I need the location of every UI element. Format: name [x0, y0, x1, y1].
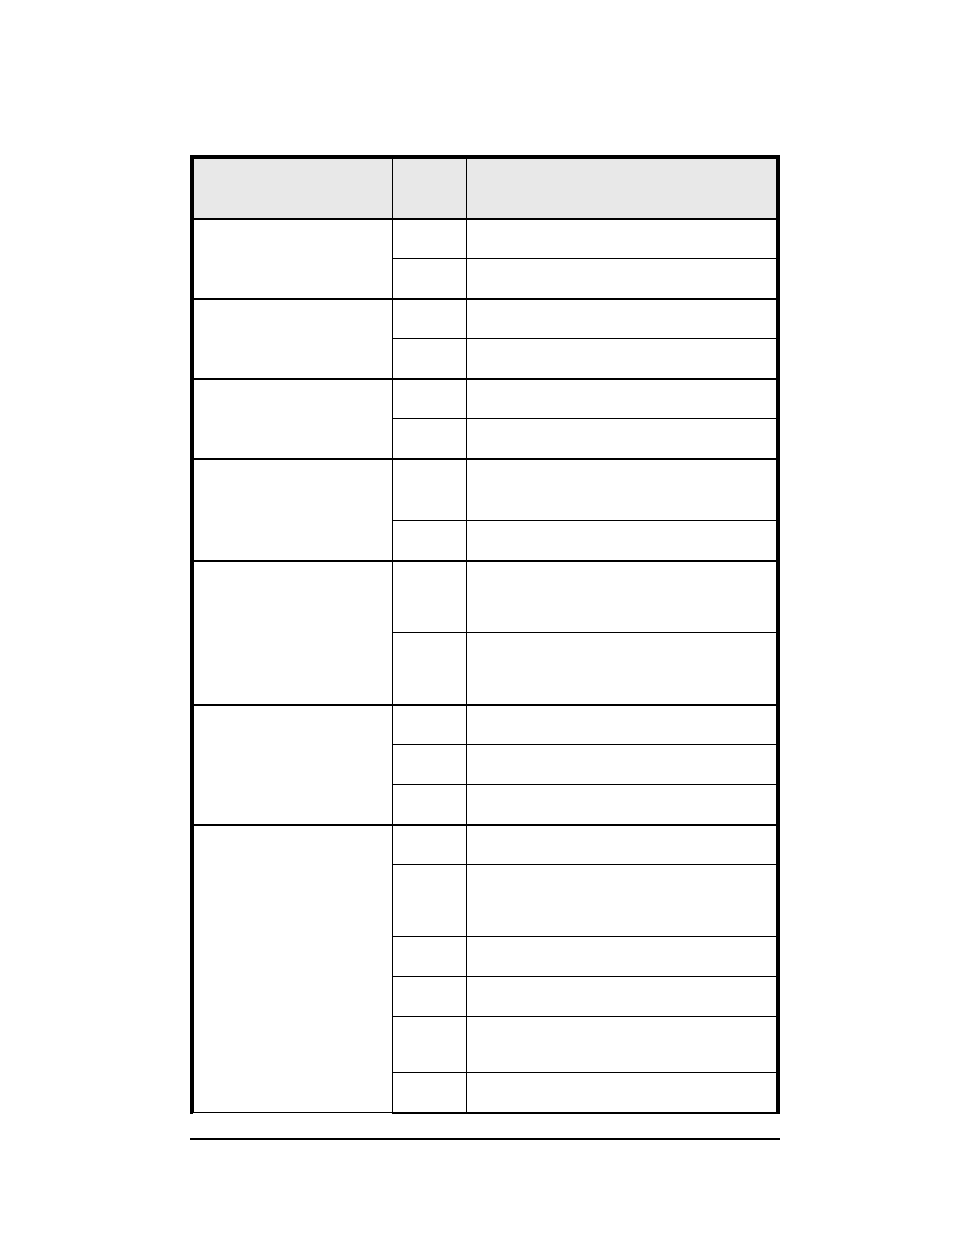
cell-c3 — [467, 521, 777, 561]
cell-c3 — [467, 339, 777, 379]
cell-c2 — [393, 299, 467, 339]
cell-c3 — [467, 865, 777, 937]
cell-c3 — [467, 825, 777, 865]
cell-c2 — [393, 937, 467, 977]
table-row — [194, 561, 777, 633]
cell-c3 — [467, 459, 777, 521]
cell-c3 — [467, 745, 777, 785]
group-cell — [194, 705, 393, 825]
table-row — [194, 459, 777, 521]
group-cell — [194, 299, 393, 379]
cell-c2 — [393, 745, 467, 785]
table-row — [194, 379, 777, 419]
cell-c3 — [467, 633, 777, 705]
cell-c2 — [393, 219, 467, 259]
group-cell — [194, 379, 393, 459]
cell-c2 — [393, 705, 467, 745]
cell-c2 — [393, 825, 467, 865]
cell-c2 — [393, 561, 467, 633]
cell-c2 — [393, 785, 467, 825]
cell-c3 — [467, 705, 777, 745]
cell-c2 — [393, 379, 467, 419]
group-cell — [194, 459, 393, 561]
cell-c2 — [393, 865, 467, 937]
cell-c2 — [393, 419, 467, 459]
cell-c2 — [393, 1017, 467, 1073]
cell-c3 — [467, 419, 777, 459]
cell-c2 — [393, 1073, 467, 1113]
cell-c2 — [393, 459, 467, 521]
table-row — [194, 705, 777, 745]
data-table — [193, 158, 777, 1114]
col-header-1 — [194, 159, 393, 219]
table-row — [194, 299, 777, 339]
table-row — [194, 219, 777, 259]
cell-c3 — [467, 219, 777, 259]
group-cell — [194, 825, 393, 1113]
cell-c3 — [467, 561, 777, 633]
footer-rule — [190, 1138, 780, 1140]
cell-c2 — [393, 259, 467, 299]
cell-c2 — [393, 521, 467, 561]
group-cell — [194, 219, 393, 299]
table-container — [190, 155, 780, 1114]
cell-c2 — [393, 633, 467, 705]
cell-c3 — [467, 379, 777, 419]
cell-c3 — [467, 259, 777, 299]
group-cell — [194, 561, 393, 705]
cell-c3 — [467, 299, 777, 339]
cell-c3 — [467, 937, 777, 977]
table-body — [194, 219, 777, 1113]
cell-c2 — [393, 339, 467, 379]
cell-c3 — [467, 977, 777, 1017]
table-header — [194, 159, 777, 219]
table-row — [194, 825, 777, 865]
col-header-2 — [393, 159, 467, 219]
cell-c3 — [467, 785, 777, 825]
cell-c3 — [467, 1073, 777, 1113]
cell-c3 — [467, 1017, 777, 1073]
cell-c2 — [393, 977, 467, 1017]
col-header-3 — [467, 159, 777, 219]
